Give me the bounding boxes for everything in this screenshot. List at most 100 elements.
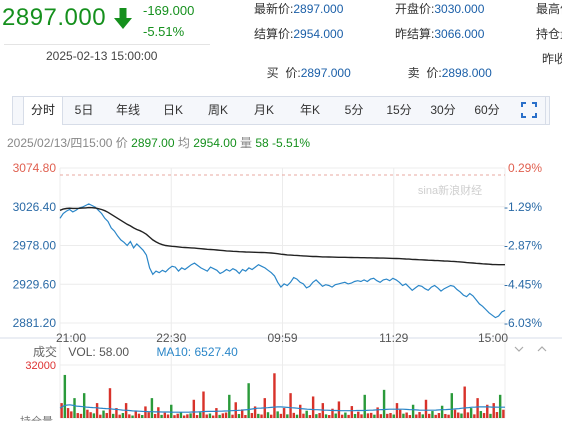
volume-bar	[479, 411, 483, 418]
volume-bar	[163, 412, 167, 418]
volume-bar	[463, 386, 466, 418]
time-tick-label: 11:29	[379, 331, 408, 345]
volume-bar	[331, 408, 334, 418]
volume-bar	[421, 414, 424, 418]
volume-bar	[292, 412, 295, 418]
field-prev-settle: 昨结算:3066.000	[395, 25, 484, 42]
volume-bar	[253, 406, 257, 418]
info-price: 2897.00	[131, 136, 175, 150]
volume-bar	[189, 413, 192, 418]
volume-bar	[379, 414, 383, 418]
tab-daily-k[interactable]: 日K	[162, 103, 183, 117]
volume-bar	[131, 415, 134, 418]
volume-bar	[350, 406, 354, 418]
volume-bar	[373, 414, 376, 418]
volume-bar	[208, 413, 212, 418]
volume-bar	[476, 398, 479, 418]
volume-bar	[60, 403, 63, 418]
last-price: 2897.000	[2, 4, 107, 31]
volume-bar	[418, 412, 421, 418]
volume-bar	[492, 403, 495, 418]
volume-bar	[502, 409, 505, 418]
volume-bar	[431, 411, 434, 418]
volume-bar	[182, 415, 186, 418]
info-price-label: 价	[115, 136, 128, 150]
volume-bar	[266, 412, 270, 418]
field-value: 3066.000	[434, 27, 485, 41]
volume-bar	[357, 411, 360, 418]
volume-bar	[79, 413, 83, 418]
volume-bar	[70, 411, 73, 418]
volume-bar	[250, 413, 254, 418]
info-vol: 58	[255, 136, 269, 150]
tabbar-divider	[545, 97, 546, 124]
volume-bar	[150, 398, 154, 418]
header-divider	[4, 44, 210, 45]
volume-bar	[286, 414, 289, 418]
ma10-line	[59, 404, 505, 413]
tab-intraday[interactable]: 分时	[23, 97, 63, 125]
volume-bar	[450, 393, 454, 418]
volume-bar	[308, 415, 312, 418]
percent-tick-label: -6.03%	[504, 316, 542, 330]
tab-yearline[interactable]: 年线	[115, 103, 140, 117]
volume-bar	[305, 410, 308, 418]
intraday-chart[interactable]: sina新浪财经 3074.80 0.29% 3026.40 -1.29% 2978.0…	[0, 150, 562, 421]
tab-15min[interactable]: 15分	[386, 103, 412, 117]
field-label: 卖 价:	[407, 66, 442, 80]
volume-bar	[376, 407, 379, 418]
volume-bar	[137, 413, 141, 418]
volume-bar	[153, 414, 157, 418]
volume-bar	[434, 414, 437, 418]
tab-monthly-k[interactable]: 月K	[253, 103, 274, 117]
volume-bar	[176, 413, 179, 418]
volume-bar	[408, 415, 412, 418]
percent-tick-label: -1.29%	[504, 200, 542, 214]
price-line	[59, 203, 506, 319]
field-label: 持仓量	[536, 27, 562, 41]
volume-bar	[260, 414, 263, 418]
field-label: 最高价	[536, 2, 562, 16]
volume-bar	[337, 401, 341, 418]
field-label: 最新价:	[254, 2, 294, 16]
field-ask-price: 卖 价:2898.000	[401, 50, 492, 81]
tab-weekly-k[interactable]: 周K	[207, 103, 228, 117]
tab-yearly-k[interactable]: 年K	[299, 103, 320, 117]
field-label: 昨结算:	[395, 27, 435, 41]
volume-bar	[473, 414, 476, 418]
volume-bar	[428, 413, 431, 418]
fullscreen-icon[interactable]	[521, 102, 537, 118]
volume-bar	[108, 388, 112, 418]
tab-30min[interactable]: 30分	[430, 103, 456, 117]
volume-bar	[237, 414, 241, 418]
volume-bar	[199, 412, 202, 418]
price-tick-label: 3074.80	[13, 161, 57, 175]
field-value: 2898.000	[441, 66, 492, 80]
volume-bar	[437, 413, 441, 418]
volume-bar	[66, 408, 70, 418]
volume-bar	[115, 408, 118, 418]
volume-bar	[95, 403, 99, 418]
vol-title: 成交	[33, 345, 58, 359]
tab-5min[interactable]: 5分	[344, 103, 364, 117]
volume-bar	[289, 393, 292, 418]
volume-bar	[402, 413, 405, 418]
tab-60min[interactable]: 60分	[474, 103, 500, 117]
volume-bar	[118, 414, 121, 418]
field-bid-price: 买 价:2897.000	[260, 50, 351, 81]
tab-5day[interactable]: 5日	[74, 103, 94, 117]
time-tick-label: 09:59	[267, 331, 297, 345]
field-open-interest: 持仓量	[536, 25, 562, 42]
volume-bar	[89, 412, 92, 418]
average-price-line	[59, 206, 505, 266]
field-label: 昨收	[542, 52, 562, 66]
volume-bar	[273, 373, 276, 418]
volume-bar	[466, 412, 470, 418]
volume-bar	[444, 414, 447, 418]
volume-bar	[315, 414, 318, 418]
volume-bar	[170, 404, 173, 418]
volume-bar	[160, 414, 163, 418]
volume-bar	[244, 415, 247, 418]
volume-bar	[457, 412, 460, 418]
volume-bar	[192, 399, 196, 418]
